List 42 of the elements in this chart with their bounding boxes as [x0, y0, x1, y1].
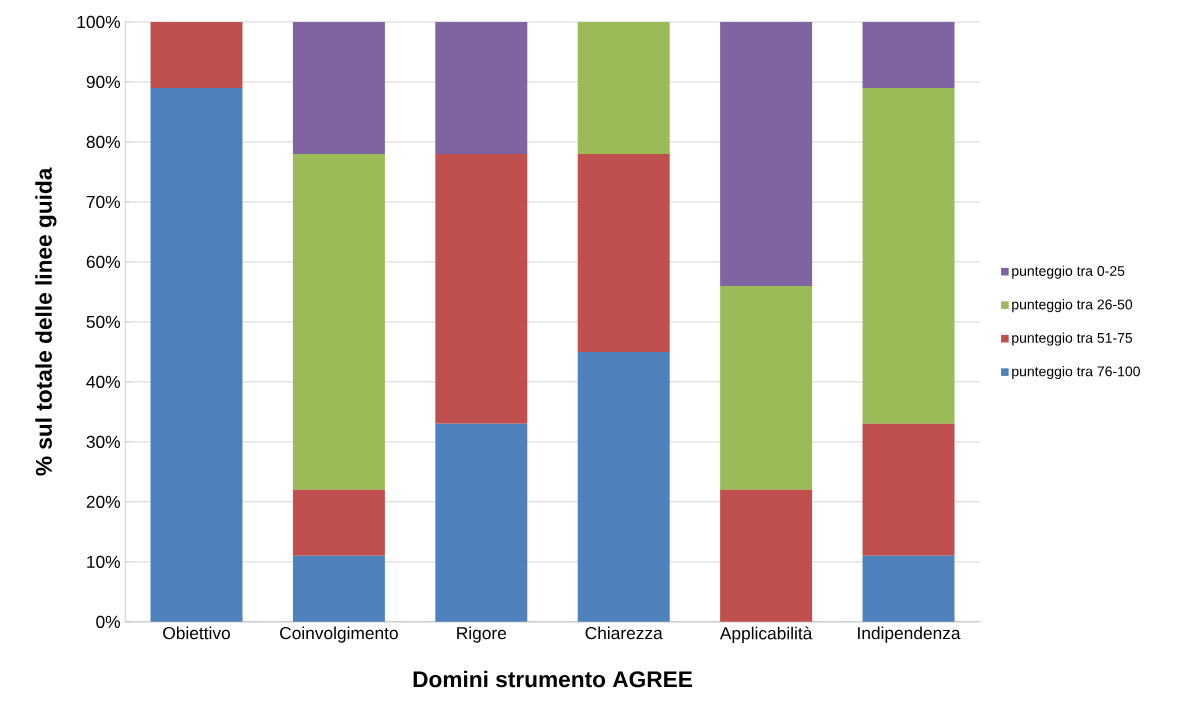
legend-label: punteggio tra 26-50: [1012, 298, 1133, 312]
x-tick-label: Rigore: [457, 626, 507, 643]
bar: [862, 21, 955, 88]
bar: [292, 555, 385, 622]
bar: [720, 285, 813, 490]
x-axis-title: Domini strumento AGREE: [413, 670, 692, 688]
bar: [292, 153, 385, 490]
y-tick-label: 60%: [86, 255, 120, 268]
bar: [720, 489, 813, 622]
y-tick-label: 100%: [77, 15, 120, 28]
legend-label: punteggio tra 76-100: [1012, 365, 1140, 379]
legend-label: punteggio tra 51-75: [1012, 332, 1133, 346]
y-tick-label: 90%: [86, 75, 120, 88]
bar: [150, 21, 243, 88]
x-tick-label: Coinvolgimento: [280, 626, 398, 643]
x-tick-label: Obiettivo: [163, 626, 230, 640]
bar: [862, 423, 955, 556]
y-tick-label: 80%: [86, 135, 120, 148]
bar: [577, 21, 670, 154]
bar: [577, 153, 670, 352]
y-tick-label: 20%: [86, 495, 120, 508]
y-tick-label: 10%: [87, 555, 120, 568]
y-tick-label: 50%: [86, 315, 120, 328]
bar: [292, 489, 385, 556]
y-axis-title: % sul totale delle linee guida: [35, 167, 57, 476]
y-tick-label: 30%: [86, 435, 120, 448]
legend-label: punteggio tra 0-25: [1012, 265, 1125, 279]
bar: [862, 87, 955, 424]
bar: [435, 423, 528, 622]
bar: [435, 21, 528, 154]
bar: [292, 21, 385, 154]
bar: [862, 555, 955, 622]
bar: [435, 153, 528, 424]
bar: [720, 21, 813, 286]
y-tick-label: 70%: [86, 195, 120, 208]
y-tick-label: 40%: [86, 375, 120, 388]
x-tick-label: Indipendenza: [858, 626, 961, 643]
y-tick-label: 0%: [96, 615, 120, 628]
x-tick-label: Applicabilità: [719, 626, 813, 643]
x-tick-label: Chiarezza: [585, 626, 663, 640]
bar: [150, 87, 243, 622]
bar: [577, 351, 670, 622]
